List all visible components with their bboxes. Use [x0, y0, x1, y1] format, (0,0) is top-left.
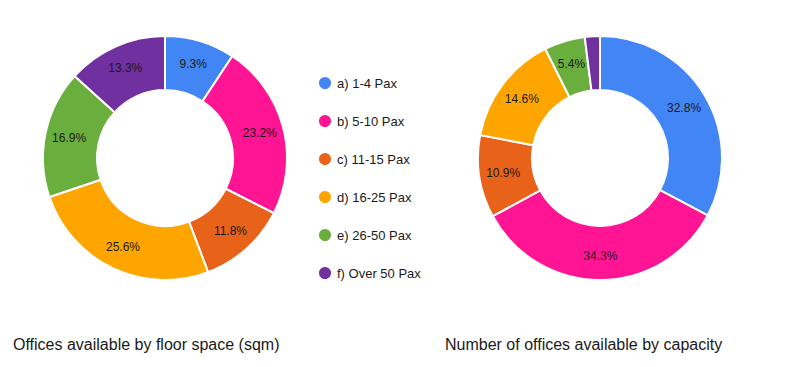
- svg-text:9.3%: 9.3%: [180, 57, 208, 71]
- svg-text:10.9%: 10.9%: [486, 166, 520, 180]
- svg-text:34.3%: 34.3%: [583, 249, 617, 263]
- svg-text:Offices available by floor spa: Offices available by floor space (sqm): [13, 336, 279, 353]
- svg-text:b) 5-10 Pax: b) 5-10 Pax: [337, 114, 405, 129]
- svg-text:5.4%: 5.4%: [558, 57, 586, 71]
- svg-text:23.2%: 23.2%: [243, 126, 277, 140]
- svg-text:11.8%: 11.8%: [214, 224, 247, 238]
- svg-text:16.9%: 16.9%: [52, 131, 86, 145]
- svg-text:f) Over 50 Pax: f) Over 50 Pax: [337, 266, 421, 281]
- svg-text:d) 16-25 Pax: d) 16-25 Pax: [337, 190, 412, 205]
- svg-text:13.3%: 13.3%: [108, 61, 142, 75]
- svg-text:32.8%: 32.8%: [667, 101, 701, 115]
- svg-text:e) 26-50 Pax: e) 26-50 Pax: [337, 228, 412, 243]
- svg-text:Number of offices available by: Number of offices available by capacity: [445, 336, 722, 353]
- svg-text:25.6%: 25.6%: [106, 240, 140, 254]
- svg-text:a) 1-4 Pax: a) 1-4 Pax: [337, 76, 397, 91]
- svg-text:c) 11-15 Pax: c) 11-15 Pax: [337, 152, 410, 167]
- svg-text:14.6%: 14.6%: [505, 92, 539, 106]
